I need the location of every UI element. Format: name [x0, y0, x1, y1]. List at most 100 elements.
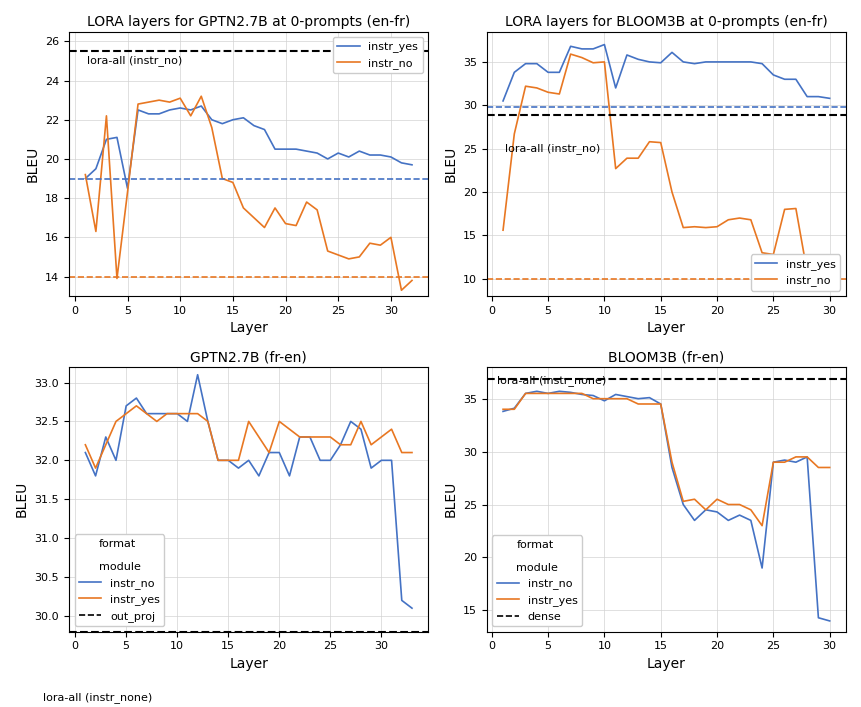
instr_no [509, 404, 519, 412]
instr_no [186, 112, 196, 120]
instr_no [101, 433, 111, 441]
instr_no [196, 92, 207, 100]
instr_yes [274, 417, 284, 426]
instr_yes [599, 40, 610, 49]
instr_no [712, 508, 722, 516]
instr_yes [281, 145, 291, 153]
instr_no [644, 393, 654, 402]
instr_no [543, 88, 554, 97]
instr_no [325, 456, 336, 464]
instr_no [678, 223, 689, 232]
instr_yes [305, 433, 315, 441]
instr_no [633, 395, 643, 403]
instr_no [566, 50, 576, 59]
instr_no [345, 417, 356, 426]
instr_yes [825, 463, 835, 472]
instr_no [152, 409, 162, 418]
instr_no [655, 139, 666, 147]
instr_yes [102, 135, 112, 144]
instr_yes [323, 155, 333, 163]
instr_yes [678, 497, 689, 506]
instr_no [814, 614, 824, 622]
instr_yes [131, 402, 141, 410]
instr_yes [655, 399, 666, 408]
instr_no [254, 472, 264, 480]
instr_yes [121, 409, 132, 418]
instr_no [678, 501, 689, 509]
instr_yes [397, 448, 407, 457]
instr_no [90, 472, 101, 480]
instr_no [520, 82, 530, 90]
instr_yes [520, 389, 530, 397]
instr_yes [227, 115, 238, 124]
instr_yes [746, 506, 756, 514]
instr_no [244, 456, 254, 464]
instr_no [588, 391, 598, 399]
instr_yes [175, 104, 185, 112]
Line: instr_no: instr_no [85, 375, 412, 608]
instr_no [701, 506, 711, 514]
instr_yes [233, 456, 244, 464]
instr_yes [133, 106, 143, 115]
instr_yes [678, 58, 689, 66]
instr_no [790, 204, 801, 213]
instr_no [814, 271, 824, 279]
instr_yes [376, 433, 387, 441]
instr_yes [734, 58, 745, 66]
instr_no [213, 456, 223, 464]
Title: GPTN2.7B (fr-en): GPTN2.7B (fr-en) [190, 351, 307, 364]
instr_yes [354, 147, 364, 156]
instr_no [768, 458, 778, 467]
Line: instr_no: instr_no [85, 96, 412, 291]
instr_yes [757, 59, 767, 68]
instr_yes [610, 83, 621, 92]
instr_yes [315, 433, 325, 441]
instr_no [144, 98, 154, 106]
instr_yes [186, 106, 196, 115]
X-axis label: Layer: Layer [647, 322, 686, 335]
instr_no [802, 267, 812, 276]
instr_no [259, 223, 269, 232]
instr_yes [356, 417, 366, 426]
instr_yes [259, 125, 269, 134]
instr_no [354, 252, 364, 261]
instr_no [386, 233, 396, 242]
instr_no [207, 123, 217, 132]
instr_no [554, 90, 565, 98]
instr_no [509, 129, 519, 138]
instr_no [690, 516, 700, 525]
instr_no [723, 516, 734, 525]
Text: lora-all (instr_none): lora-all (instr_none) [43, 692, 152, 703]
instr_no [323, 247, 333, 255]
instr_no [734, 214, 745, 222]
instr_yes [213, 456, 223, 464]
instr_yes [543, 389, 554, 397]
instr_no [802, 452, 812, 461]
instr_yes [172, 409, 183, 418]
instr_yes [588, 395, 598, 403]
instr_no [80, 448, 90, 457]
instr_yes [207, 115, 217, 124]
instr_no [599, 58, 610, 66]
instr_yes [655, 59, 666, 67]
Legend: instr_yes, instr_no: instr_yes, instr_no [333, 37, 423, 74]
instr_yes [375, 151, 386, 159]
instr_no [375, 241, 386, 250]
instr_no [315, 456, 325, 464]
instr_no [365, 239, 375, 247]
instr_no [291, 221, 301, 230]
instr_yes [344, 153, 354, 161]
Legend: instr_no, instr_yes, dense: instr_no, instr_yes, dense [492, 535, 582, 626]
instr_no [406, 604, 417, 612]
instr_no [284, 472, 294, 480]
instr_no [610, 164, 621, 173]
instr_yes [244, 417, 254, 426]
instr_no [281, 219, 291, 228]
instr_no [336, 440, 346, 449]
instr_yes [386, 153, 396, 161]
instr_yes [193, 409, 203, 418]
instr_yes [768, 458, 778, 467]
instr_yes [122, 184, 133, 192]
instr_yes [387, 425, 397, 433]
instr_no [164, 98, 175, 106]
